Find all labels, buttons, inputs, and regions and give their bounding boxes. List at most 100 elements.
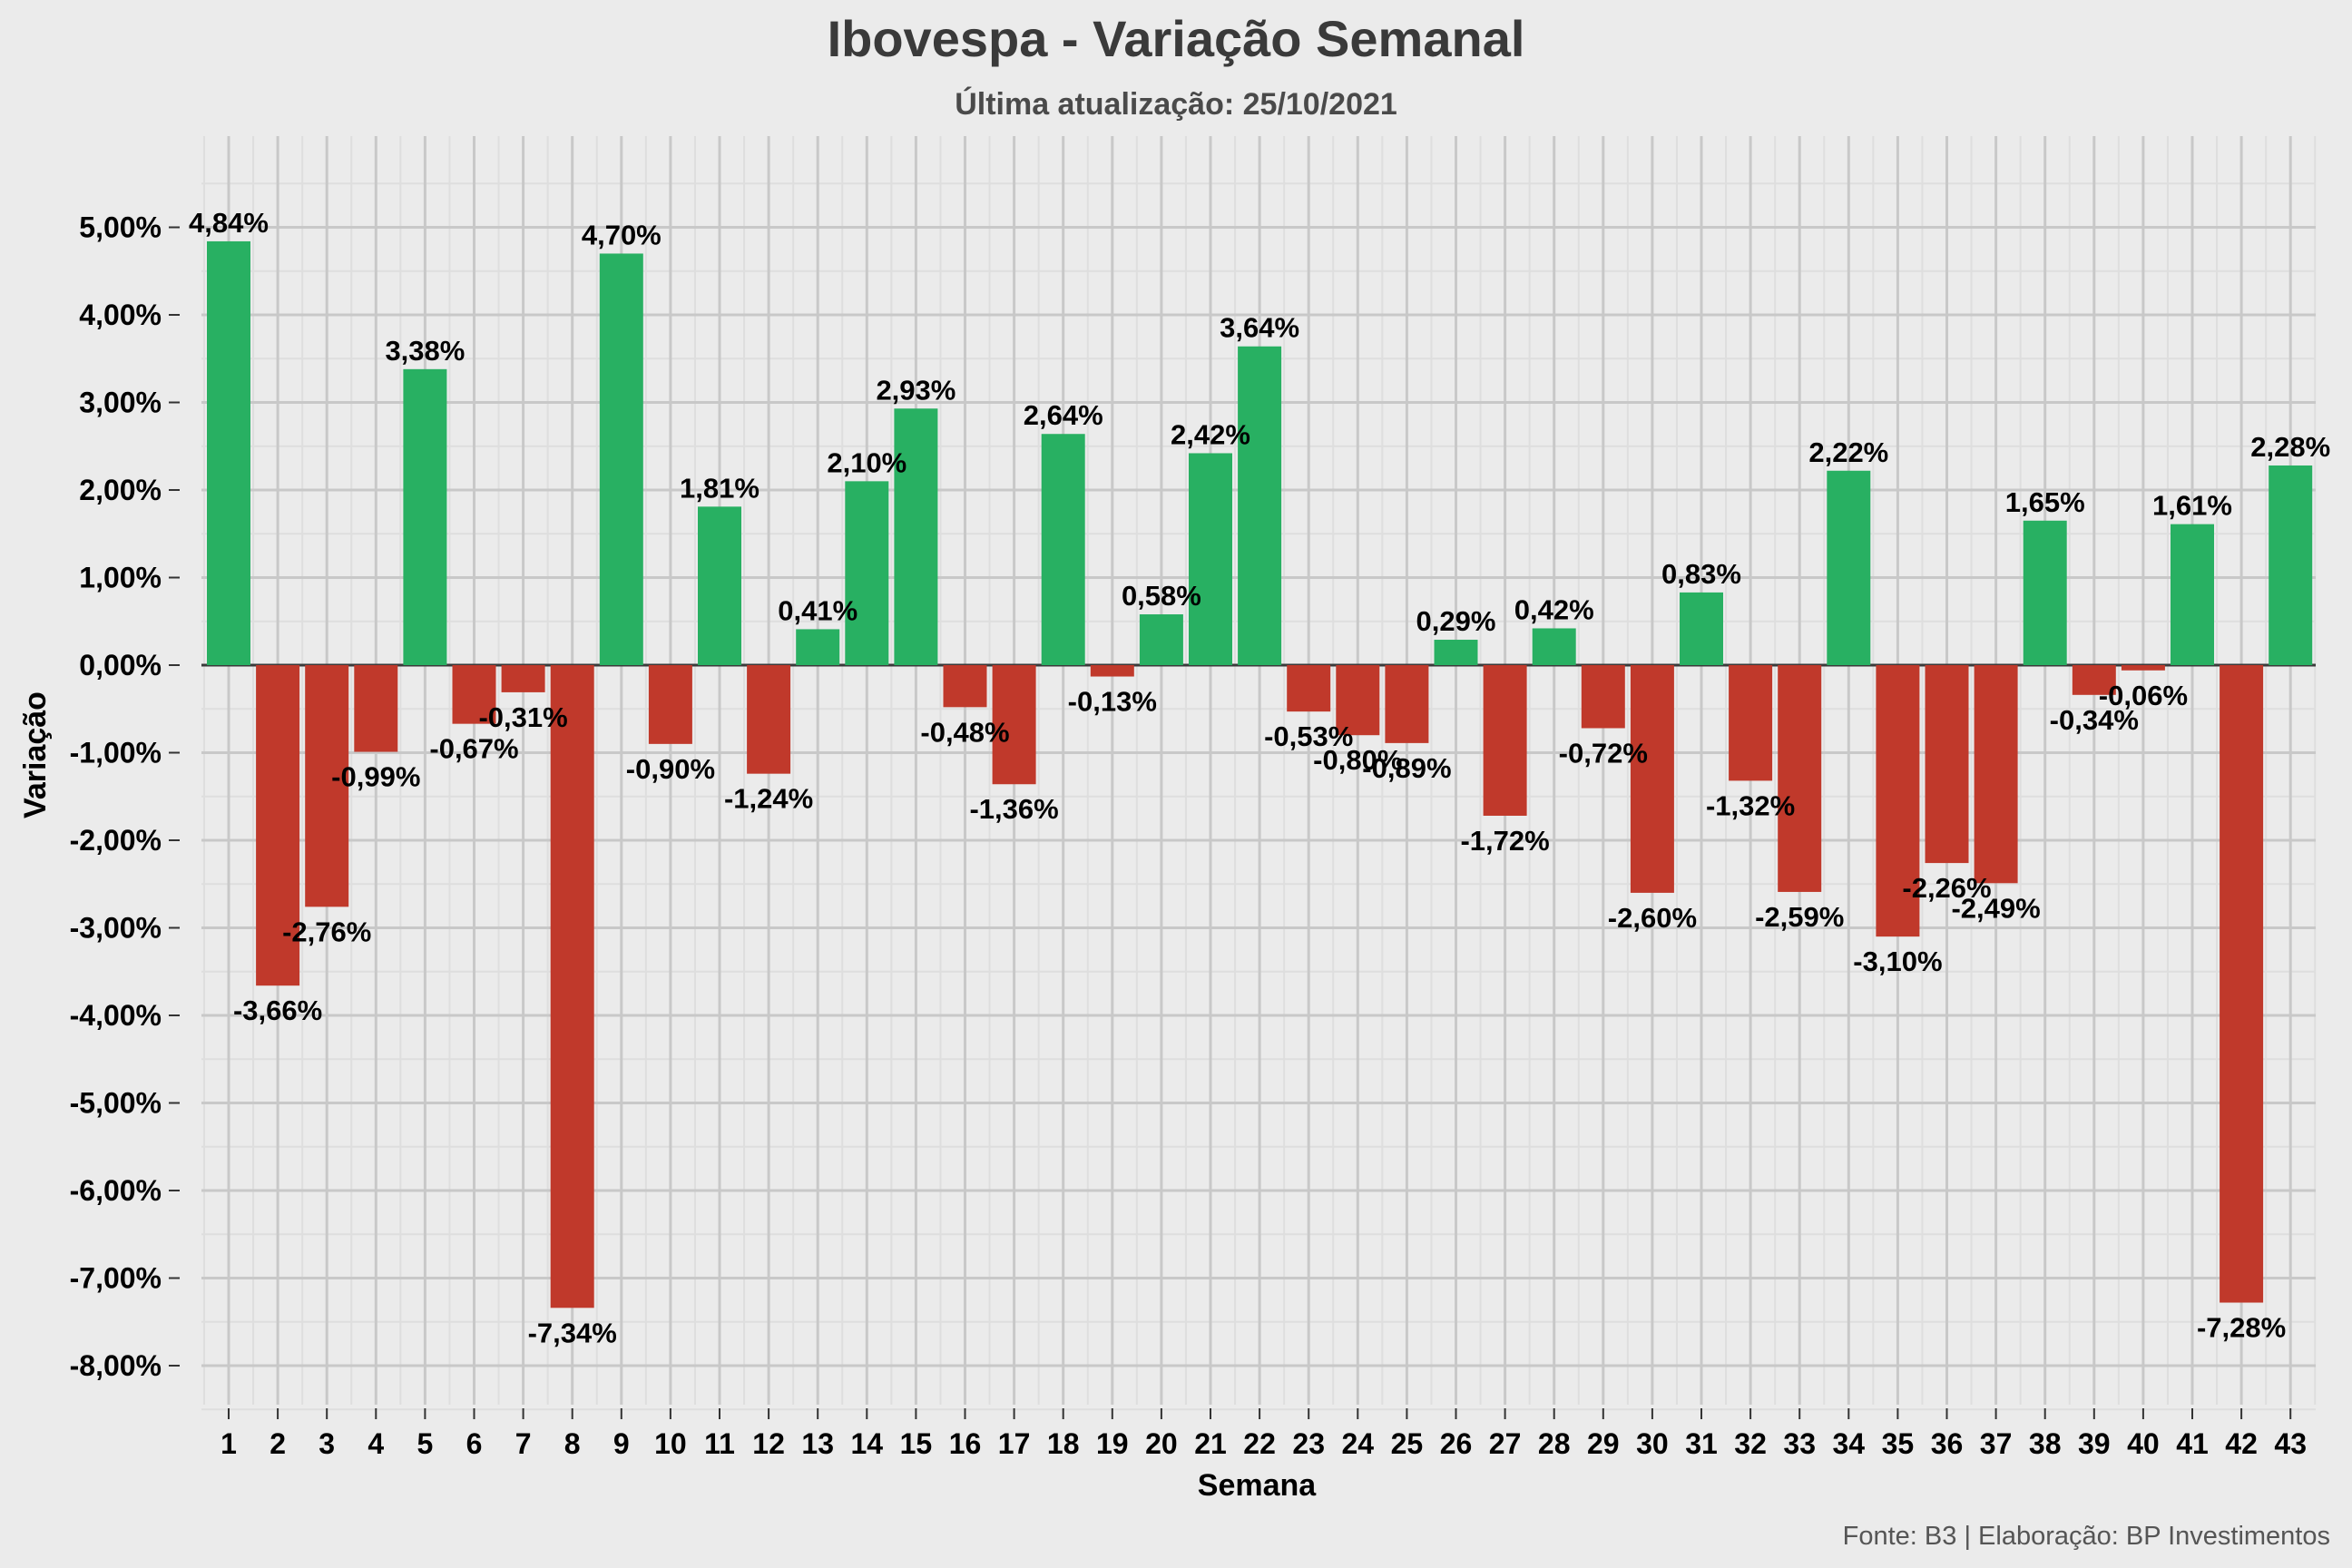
bar-week-31 (1680, 592, 1723, 665)
bar-week-14 (845, 481, 889, 665)
y-tick-label: -3,00% (70, 912, 162, 945)
bar-week-12 (747, 665, 791, 774)
bar-week-43 (2269, 465, 2313, 665)
bar-week-39 (2072, 665, 2116, 695)
bars (207, 240, 2313, 1308)
data-label-week-43: 2,28% (2250, 431, 2330, 463)
x-tick-label: 7 (515, 1427, 532, 1460)
bar-week-22 (1238, 346, 1282, 665)
y-tick-label: -2,00% (70, 824, 162, 857)
data-label-week-14: 2,10% (827, 446, 906, 478)
data-label-week-34: 2,22% (1808, 436, 1888, 468)
data-label-week-42: -7,28% (2197, 1312, 2286, 1344)
bar-week-27 (1483, 665, 1527, 816)
x-tick-label: 12 (752, 1427, 785, 1460)
data-label-week-21: 2,42% (1171, 418, 1250, 450)
bar-week-6 (452, 665, 496, 724)
x-tick-label: 37 (1980, 1427, 2013, 1460)
x-tick-label: 15 (900, 1427, 933, 1460)
data-label-week-16: -0,48% (920, 716, 1009, 748)
y-tick-label: -6,00% (70, 1174, 162, 1207)
data-label-week-41: 1,61% (2152, 490, 2232, 522)
y-tick-label: 3,00% (79, 387, 162, 419)
data-label-week-22: 3,64% (1220, 312, 1299, 344)
bar-week-20 (1139, 614, 1183, 665)
bar-week-40 (2121, 665, 2165, 671)
x-tick-label: 41 (2176, 1427, 2209, 1460)
data-label-week-23: -0,53% (1264, 720, 1353, 752)
data-label-week-19: -0,13% (1068, 686, 1157, 718)
bar-week-9 (599, 253, 643, 665)
x-tick-label: 26 (1440, 1427, 1473, 1460)
bar-week-18 (1041, 434, 1085, 665)
x-tick-label: 31 (1685, 1427, 1718, 1460)
data-label-week-39: -0,34% (2050, 704, 2139, 736)
bar-week-23 (1287, 665, 1331, 712)
bar-week-32 (1729, 665, 1773, 781)
chart-title: Ibovespa - Variação Semanal (828, 10, 1525, 67)
x-tick-label: 14 (851, 1427, 884, 1460)
data-label-week-3: -2,76% (282, 916, 371, 947)
data-label-week-13: 0,41% (778, 594, 858, 626)
x-tick-label: 27 (1489, 1427, 1522, 1460)
bar-week-21 (1189, 453, 1232, 665)
bar-week-11 (698, 506, 741, 665)
data-label-week-25: -0,89% (1362, 752, 1451, 784)
bar-week-5 (403, 368, 447, 665)
x-tick-label: 35 (1882, 1427, 1915, 1460)
x-tick-label: 6 (466, 1427, 483, 1460)
data-labels: 4,84% -3,66% -2,76% -0,99% 3,38% -0,67%-0,31%… (189, 207, 2330, 1348)
chart-caption: Fonte: B3 | Elaboração: BP Investimentos (1843, 1522, 2330, 1551)
chart-subtitle: Última atualização: 25/10/2021 (955, 87, 1397, 122)
x-tick-label: 29 (1587, 1427, 1620, 1460)
x-tick-label: 34 (1833, 1427, 1866, 1460)
bar-week-1 (207, 240, 250, 665)
bar-week-30 (1630, 665, 1674, 893)
data-label-week-18: 2,64% (1024, 399, 1103, 431)
data-label-week-27: -1,72% (1460, 825, 1549, 857)
bar-week-33 (1778, 665, 1822, 892)
y-tick-label: 4,00% (79, 299, 162, 331)
x-tick-label: 40 (2127, 1427, 2160, 1460)
x-tick-label: 11 (704, 1427, 735, 1460)
data-label-week-5: 3,38% (385, 335, 465, 367)
bar-week-8 (550, 665, 594, 1308)
data-label-week-30: -2,60% (1608, 902, 1697, 934)
y-tick-label: 5,00% (79, 211, 162, 244)
x-axis-label: Semana (1198, 1468, 1317, 1503)
x-tick-label: 3 (318, 1427, 335, 1460)
data-label-week-37: -2,49% (1951, 892, 2040, 924)
bar-week-3 (305, 665, 349, 907)
data-label-week-17: -1,36% (969, 793, 1058, 825)
data-label-week-2: -3,66% (233, 995, 322, 1026)
x-tick-label: 18 (1047, 1427, 1080, 1460)
bar-week-25 (1385, 665, 1429, 743)
bar-week-2 (256, 665, 300, 986)
bar-week-29 (1581, 665, 1625, 729)
x-tick-label: 43 (2274, 1427, 2307, 1460)
x-axis-ticks: 1 2 3 4 5 6 7 8 9 10 11 12 13 14 15 16 17 18 19 20 21 22 23 24 2… (220, 1408, 2307, 1460)
bar-week-16 (943, 665, 987, 708)
data-label-week-31: 0,83% (1661, 558, 1741, 590)
bar-week-37 (1974, 665, 2018, 884)
bar-week-10 (648, 665, 692, 744)
x-tick-label: 13 (801, 1427, 834, 1460)
bar-week-7 (501, 665, 545, 692)
data-label-week-28: 0,42% (1514, 593, 1594, 625)
data-label-week-32: -1,32% (1706, 789, 1795, 821)
x-tick-label: 17 (998, 1427, 1031, 1460)
x-tick-label: 2 (270, 1427, 286, 1460)
x-tick-label: 8 (564, 1427, 581, 1460)
y-tick-label: 0,00% (79, 649, 162, 681)
bar-week-42 (2220, 665, 2264, 1303)
x-tick-label: 39 (2078, 1427, 2111, 1460)
x-tick-label: 16 (949, 1427, 982, 1460)
data-label-week-8: -7,34% (528, 1317, 617, 1348)
bar-week-36 (1925, 665, 1969, 864)
x-tick-label: 21 (1194, 1427, 1227, 1460)
y-tick-label: -8,00% (70, 1349, 162, 1382)
y-tick-label: 1,00% (79, 562, 162, 594)
data-label-week-26: 0,29% (1416, 605, 1496, 637)
bar-week-4 (354, 665, 398, 752)
